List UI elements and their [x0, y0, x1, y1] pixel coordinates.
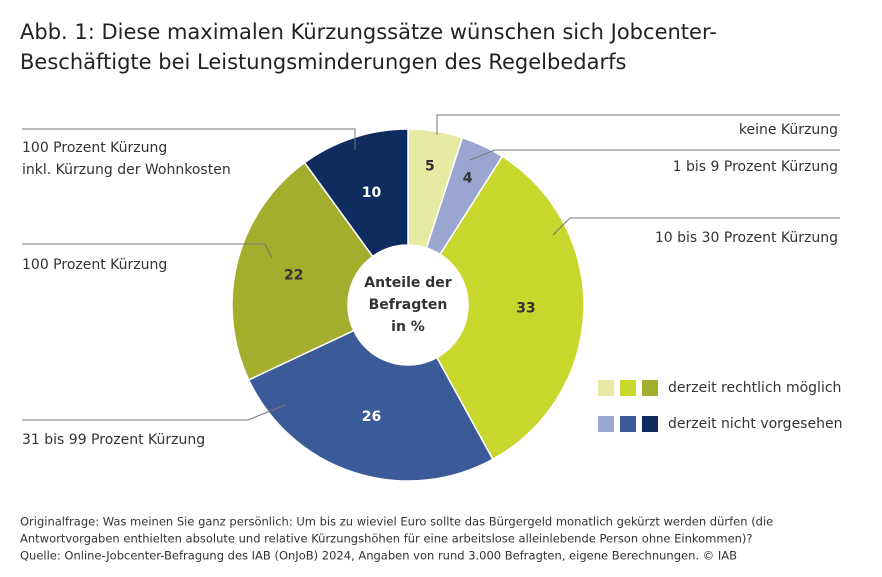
legend-swatch [642, 416, 658, 432]
value-label: 22 [284, 268, 303, 284]
chart-title: Beschäftigte bei Leistungsminderungen de… [20, 50, 626, 74]
leader-line [552, 217, 840, 236]
category-label: 1 bis 9 Prozent Kürzung [673, 159, 838, 175]
leader-line [22, 404, 286, 421]
legend-label: derzeit nicht vorgesehen [668, 416, 842, 432]
category-label: 100 Prozent Kürzung [22, 140, 167, 156]
value-label: 5 [425, 159, 435, 175]
legend-label: derzeit rechtlich möglich [668, 380, 841, 396]
chart-title: Abb. 1: Diese maximalen Kürzungssätze wü… [20, 20, 717, 44]
legend-swatch [620, 416, 636, 432]
value-label: 4 [463, 170, 473, 186]
value-label: 26 [362, 409, 381, 425]
legend-swatch [620, 380, 636, 396]
category-label: 100 Prozent Kürzung [22, 257, 167, 273]
leader-line [22, 243, 273, 259]
center-label: Anteile der [364, 275, 451, 291]
category-label: inkl. Kürzung der Wohnkosten [22, 162, 231, 178]
footnote: Originalfrage: Was meinen Sie ganz persö… [20, 515, 773, 529]
leader-line [436, 114, 840, 135]
legend-swatch [598, 416, 614, 432]
center-label: Befragten [369, 297, 448, 313]
value-label: 33 [516, 301, 535, 317]
leader-line [22, 128, 356, 150]
donut-segment [303, 128, 409, 258]
donut-segment [435, 155, 585, 461]
donut-segment [231, 161, 374, 381]
legend-swatch [642, 380, 658, 396]
category-label: 31 bis 99 Prozent Kürzung [22, 432, 205, 448]
leader-line [469, 149, 840, 161]
footnote: Quelle: Online-Jobcenter-Befragung des I… [20, 549, 737, 563]
legend-swatch [598, 380, 614, 396]
category-label: 10 bis 30 Prozent Kürzung [655, 230, 838, 246]
category-label: keine Kürzung [739, 122, 838, 138]
footnote: Antwortvorgaben enthielten absolute und … [20, 532, 753, 546]
center-label: in % [391, 319, 425, 335]
value-label: 10 [362, 185, 382, 201]
